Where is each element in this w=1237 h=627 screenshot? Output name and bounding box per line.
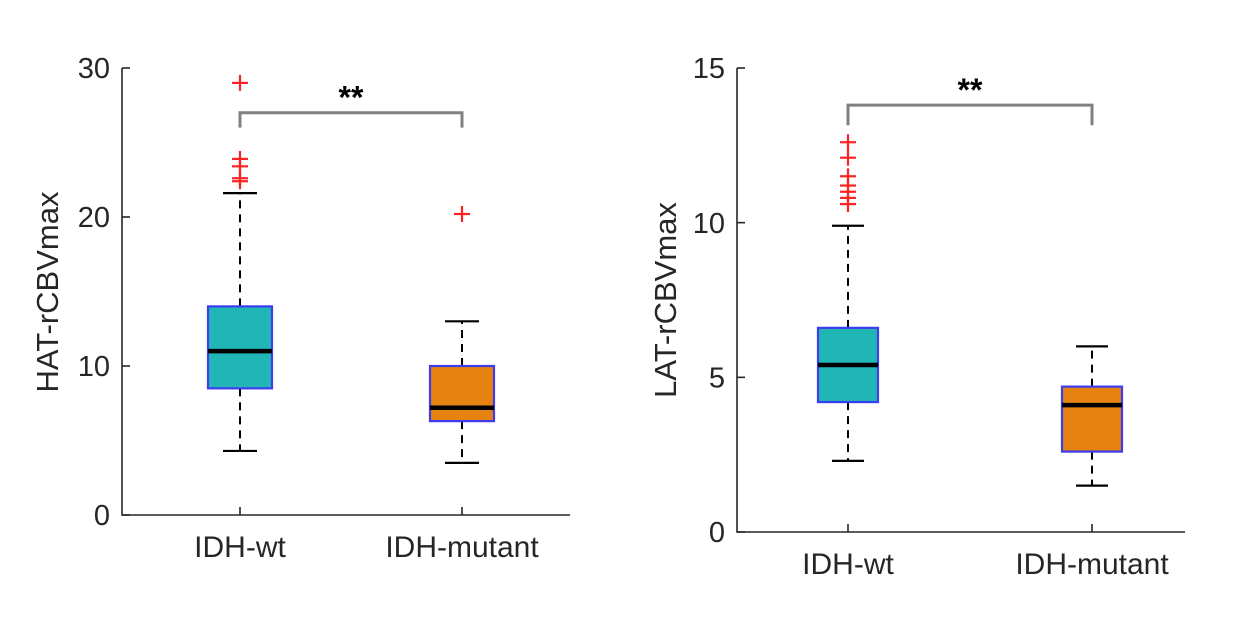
y-axis-label: HAT-rCBVmax xyxy=(30,191,65,392)
y-tick-label: 5 xyxy=(709,362,725,394)
outlier-marker xyxy=(454,206,470,223)
box-body xyxy=(428,364,496,423)
significance-bracket xyxy=(846,103,1094,126)
box-IDH-wt xyxy=(816,134,880,462)
outlier-marker xyxy=(232,150,248,167)
box-IDH-mutant xyxy=(1060,345,1124,487)
axis-line xyxy=(121,68,570,516)
x-tick-label: IDH-mutant xyxy=(1015,548,1169,581)
y-tick-label: 0 xyxy=(709,517,725,549)
y-tick-label: 10 xyxy=(693,208,725,240)
chart-lat-rcbvmax: LAT-rCBVmax 0 5 10 15 IDH-wt IDH-mutant ** xyxy=(648,53,1185,581)
significance-label: ** xyxy=(339,80,364,116)
y-tick-label: 20 xyxy=(78,202,110,234)
axis-line xyxy=(736,68,1185,533)
box-IDH-wt xyxy=(206,74,274,453)
y-tick-label: 15 xyxy=(693,53,725,85)
y-tick-label: 0 xyxy=(94,500,110,532)
outlier-marker xyxy=(840,149,856,166)
significance-label: ** xyxy=(958,72,983,108)
y-axis-label: LAT-rCBVmax xyxy=(648,202,683,398)
x-tick-label: IDH-wt xyxy=(802,548,894,581)
y-tick-label: 30 xyxy=(78,53,110,85)
significance-bracket xyxy=(238,111,464,128)
x-tick-label: IDH-mutant xyxy=(385,531,539,564)
outlier-marker xyxy=(232,74,248,91)
x-tick-label: IDH-wt xyxy=(194,531,286,564)
box-body xyxy=(206,305,274,390)
y-tick-label: 10 xyxy=(78,351,110,383)
box-body xyxy=(1060,385,1124,453)
outlier-marker xyxy=(840,168,856,185)
box-IDH-mutant xyxy=(428,206,496,464)
chart-hat-rcbvmax: HAT-rCBVmax 0 10 20 30 IDH-wt IDH-mutant ** xyxy=(30,53,570,564)
outlier-marker xyxy=(840,134,856,151)
